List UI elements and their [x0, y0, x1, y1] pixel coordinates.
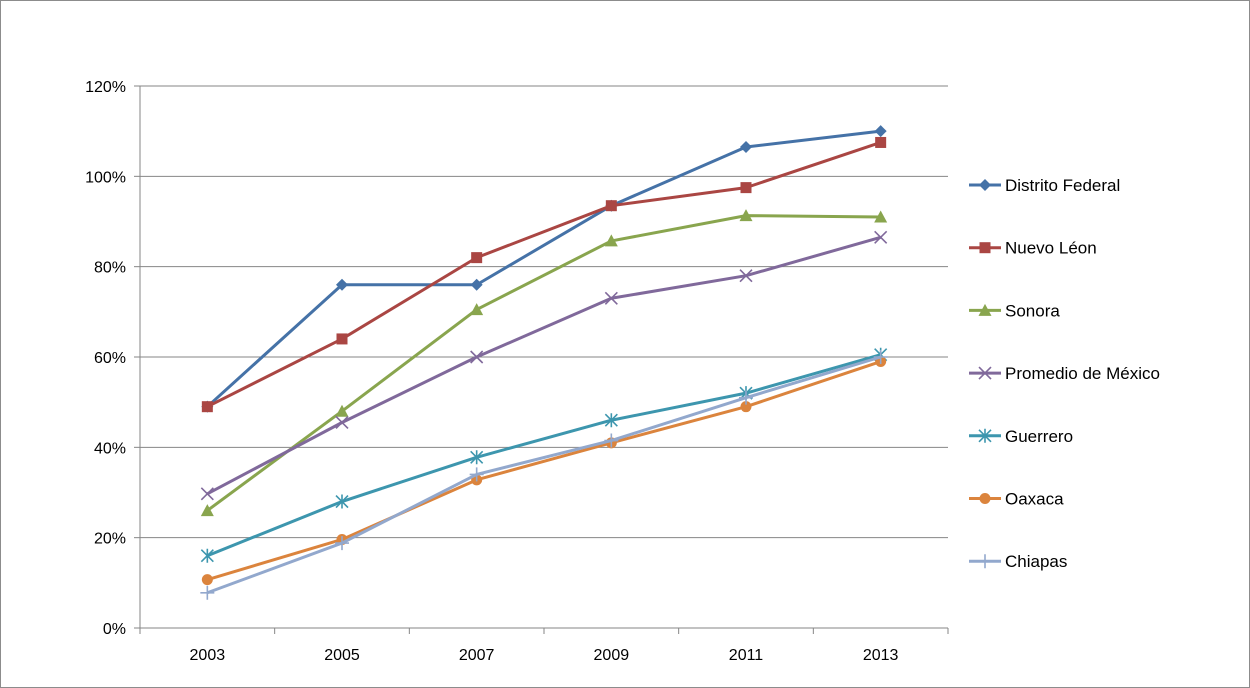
data-point-distrito-federal [336, 278, 348, 291]
legend-marker-sonora [978, 303, 992, 316]
data-point-chiapas [739, 390, 753, 405]
data-point-guerrero [470, 450, 484, 465]
y-tick-label: 120% [85, 79, 126, 96]
data-point-promedio-de-mexico [200, 487, 214, 501]
x-tick-label: 2009 [594, 647, 630, 664]
y-tick-label: 60% [94, 350, 126, 367]
legend-marker-distrito-federal [979, 179, 991, 191]
data-point-sonora [200, 504, 214, 517]
data-point-nuevo-leon [201, 401, 213, 413]
legend-label-nuevo-leon: Nuevo Léon [1005, 239, 1097, 258]
data-point-sonora [739, 209, 753, 222]
data-point-chiapas [469, 467, 484, 482]
y-tick-label: 80% [94, 260, 126, 277]
series-line-chiapas [206, 355, 882, 595]
x-tick-label: 2005 [324, 647, 360, 664]
series-line-nuevo-leon [206, 141, 882, 409]
series-line-distrito-federal [206, 129, 881, 408]
legend-marker-promedio-de-mexico [978, 366, 992, 380]
data-point-nuevo-leon [875, 136, 887, 148]
data-point-nuevo-leon [336, 333, 348, 345]
data-point-distrito-federal [874, 125, 887, 138]
data-point-nuevo-leon [740, 182, 752, 194]
data-point-nuevo-leon [605, 200, 617, 212]
series-line-guerrero [206, 353, 882, 558]
data-point-distrito-federal [740, 140, 752, 153]
legend-label-sonora: Sonora [1005, 301, 1060, 320]
legend-label-chiapas: Chiapas [1005, 552, 1067, 571]
legend-marker-oaxaca [979, 493, 991, 504]
data-point-sonora [470, 303, 484, 316]
data-point-chiapas [335, 536, 349, 551]
legend-marker-chiapas [978, 554, 992, 569]
legend-label-distrito-federal: Distrito Federal [1005, 176, 1120, 195]
y-tick-label: 100% [85, 169, 126, 186]
data-point-promedio-de-mexico [335, 415, 349, 430]
legend-label-oaxaca: Oaxaca [1005, 490, 1064, 509]
data-point-oaxaca [201, 574, 213, 586]
legend-label-guerrero: Guerrero [1005, 427, 1073, 446]
y-tick-label: 0% [103, 621, 126, 638]
series-line-promedio-de-mexico [206, 235, 882, 496]
data-point-guerrero [335, 494, 349, 509]
x-tick-label: 2007 [459, 647, 495, 664]
data-point-promedio-de-mexico [739, 269, 753, 283]
legend-label-promedio-de-mexico: Promedio de México [1005, 364, 1160, 383]
series-line-oaxaca [206, 360, 882, 582]
y-tick-label: 40% [94, 440, 126, 457]
data-point-chiapas [873, 350, 888, 364]
data-point-promedio-de-mexico [470, 350, 484, 364]
data-point-sonora [335, 404, 349, 417]
legend-marker-nuevo-leon [979, 242, 991, 254]
x-tick-label: 2003 [190, 647, 226, 664]
data-point-chiapas [200, 585, 215, 600]
legend-marker-guerrero [978, 428, 992, 443]
data-point-promedio-de-mexico [874, 230, 888, 244]
data-point-guerrero [200, 548, 214, 563]
data-point-chiapas [604, 433, 619, 448]
data-point-oaxaca [740, 401, 752, 413]
series-line-sonora [206, 214, 881, 512]
data-point-sonora [874, 210, 888, 223]
x-tick-label: 2011 [729, 647, 764, 664]
data-point-nuevo-leon [471, 252, 483, 264]
x-tick-label: 2013 [863, 647, 899, 664]
data-point-guerrero [604, 413, 618, 428]
data-point-promedio-de-mexico [604, 291, 618, 305]
data-point-sonora [604, 234, 618, 247]
data-point-distrito-federal [470, 278, 483, 291]
y-tick-label: 20% [94, 531, 126, 548]
